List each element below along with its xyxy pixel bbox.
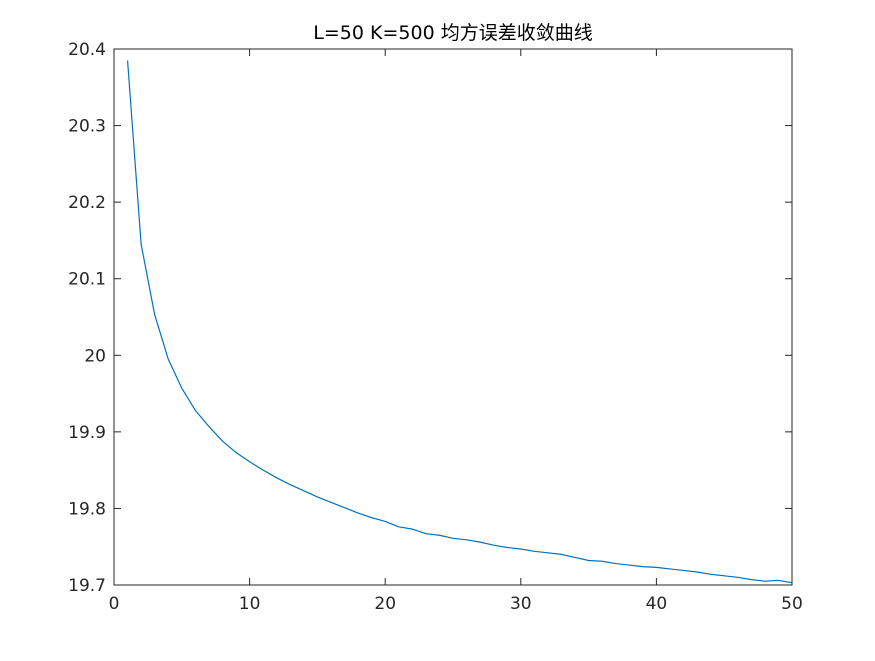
y-tick-label: 19.9: [68, 423, 106, 443]
x-tick-label: 10: [239, 594, 261, 614]
chart-title: L=50 K=500 均方误差收敛曲线: [313, 22, 592, 44]
plot-area: [114, 49, 792, 585]
axes-box: [113, 48, 793, 586]
y-tick-label: 19.7: [68, 576, 106, 596]
x-tick-label: 0: [109, 594, 120, 614]
x-tick-label: 40: [646, 594, 668, 614]
axes-layer: 0 10 20 30 40 50 19.7 19.8 19.9 20 20.1 20.2 20.3 20.…: [68, 40, 803, 614]
x-tick-label: 20: [374, 594, 396, 614]
y-tick-label: 20: [84, 346, 106, 366]
data-layer: [126, 60, 793, 584]
y-tick-label: 20.4: [68, 40, 106, 60]
x-tick-label: 50: [781, 594, 803, 614]
y-tick-label: 19.8: [68, 499, 106, 519]
series-line-1: [126, 60, 793, 584]
y-tick-label: 20.1: [68, 270, 106, 290]
y-tick-label: 20.3: [68, 117, 106, 137]
x-tick-label: 30: [510, 594, 532, 614]
y-tick-label: 20.2: [68, 193, 106, 213]
